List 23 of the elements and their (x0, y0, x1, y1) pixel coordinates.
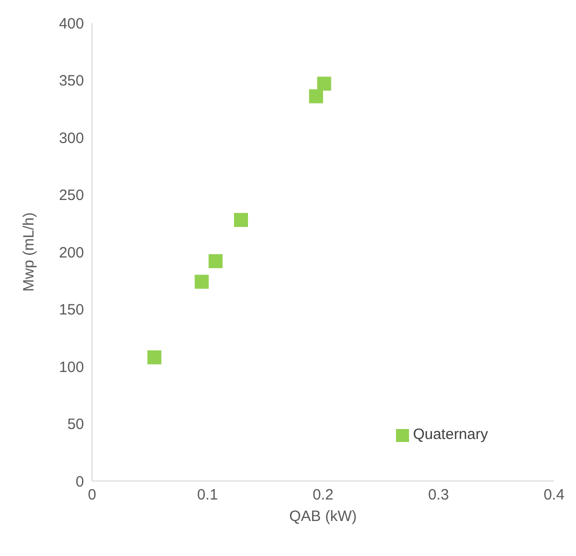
y-tick-label: 150 (58, 302, 84, 319)
y-tick-label: 0 (76, 473, 84, 490)
point (309, 89, 324, 104)
x-tick-label: 0.2 (312, 486, 334, 504)
x-axis-title: QAB (kW) (289, 508, 357, 525)
point (317, 76, 332, 91)
point (147, 350, 162, 364)
y-tick-label: 250 (58, 187, 84, 204)
x-tick-label: 0 (88, 486, 96, 504)
point (208, 254, 223, 268)
y-tick-label: 400 (58, 15, 84, 32)
point (234, 212, 248, 227)
y-tick-label: 50 (67, 416, 84, 434)
point (194, 274, 209, 289)
x-tick-label: 0.1 (197, 486, 218, 504)
x-tick-label: 0.4 (544, 486, 564, 504)
legend-label: Quaternary (412, 426, 488, 443)
y-tick-label: 200 (58, 244, 84, 262)
x-tick-label: 0.3 (428, 486, 449, 504)
y-tick-label: 100 (58, 358, 84, 376)
y-axis-title: Mwp (mL/h) (20, 212, 38, 292)
y-tick-label: 350 (58, 72, 84, 90)
y-tick-label: 300 (58, 130, 84, 147)
